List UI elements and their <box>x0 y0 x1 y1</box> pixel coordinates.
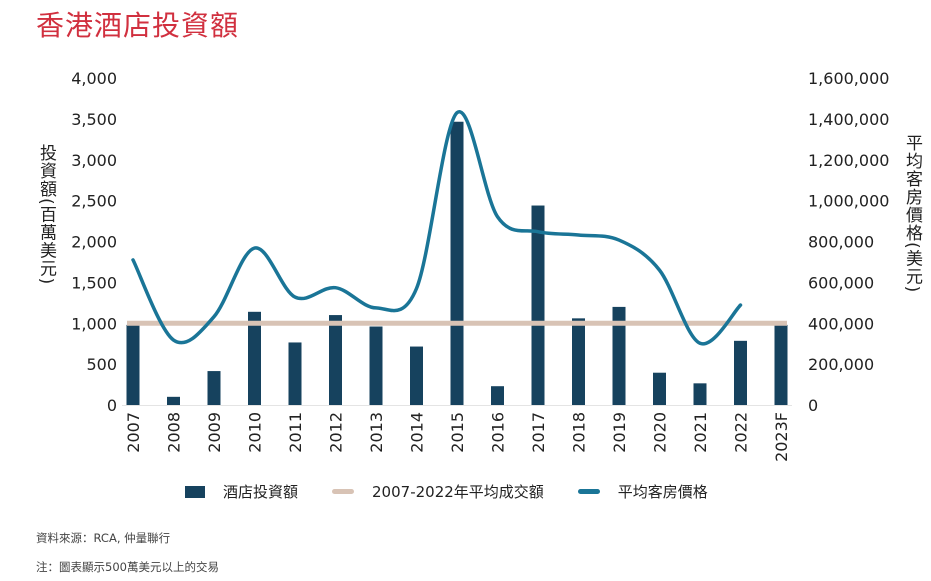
legend-swatch-average <box>332 489 355 494</box>
legend-label: 2007-2022年平均成交額 <box>372 483 544 501</box>
bar-2015 <box>450 121 464 405</box>
bar-2011 <box>288 342 302 405</box>
bar-2023F <box>774 324 788 405</box>
bar-2021 <box>693 383 707 405</box>
y-tick-label-left: 2,000 <box>71 233 117 252</box>
y-tick-label-right: 1,600,000 <box>808 69 889 88</box>
legend-label: 酒店投資額 <box>223 483 299 501</box>
y-tick-label-left: 0 <box>107 396 117 415</box>
bar-2012 <box>329 315 342 405</box>
y-axis-title-right: 平均客房價格(美元) <box>902 134 922 294</box>
y-tick-label-right: 400,000 <box>808 314 874 333</box>
legend: 酒店投資額 2007-2022年平均成交額 平均客房價格 <box>185 481 742 502</box>
x-tick-label: 2008 <box>165 412 184 453</box>
legend-item-room-price: 平均客房價格 <box>577 481 708 502</box>
legend-item-average: 2007-2022年平均成交額 <box>332 481 544 502</box>
x-tick-label: 2018 <box>570 412 589 453</box>
x-tick-label: 2012 <box>327 412 346 453</box>
y-tick-label-left: 500 <box>86 355 117 374</box>
room-price-line <box>131 110 743 346</box>
bar-2010 <box>248 311 261 405</box>
chart-title: 香港酒店投資額 <box>36 9 240 42</box>
legend-swatch-bar <box>185 485 205 498</box>
y-tick-label-left: 3,000 <box>71 151 117 170</box>
y-tick-label-right: 1,400,000 <box>808 110 889 129</box>
y-tick-label-left: 4,000 <box>71 69 117 88</box>
bar-2013 <box>369 326 383 405</box>
y-tick-label-left: 2,500 <box>71 192 117 211</box>
x-tick-label: 2020 <box>651 412 670 453</box>
bar-2020 <box>653 372 666 405</box>
x-tick-label: 2015 <box>448 412 467 453</box>
legend-label: 平均客房價格 <box>617 483 708 501</box>
legend-item-investment: 酒店投資額 <box>185 481 298 502</box>
y-tick-label-right: 200,000 <box>808 355 874 374</box>
x-tick-label: 2007 <box>124 412 143 453</box>
y-tick-label-left: 1,500 <box>71 273 117 292</box>
bar-2019 <box>612 306 626 405</box>
y-tick-label-right: 800,000 <box>808 233 874 252</box>
bar-2008 <box>167 396 180 405</box>
legend-swatch-line <box>577 489 600 494</box>
x-tick-label: 2009 <box>205 412 224 453</box>
x-tick-label: 2011 <box>286 412 305 453</box>
y-axis-title-left: 投資額(百萬美元) <box>36 144 56 286</box>
y-tick-label-left: 3,500 <box>71 110 117 129</box>
bar-2009 <box>207 371 221 405</box>
x-tick-label: 2023F <box>772 412 791 462</box>
y-tick-label-right: 600,000 <box>808 273 874 292</box>
bar-2014 <box>410 346 423 405</box>
x-tick-label: 2019 <box>610 412 629 453</box>
x-tick-label: 2016 <box>489 412 508 453</box>
x-tick-label: 2013 <box>367 412 386 453</box>
source-note: 資料來源：RCA, 仲量聯行 <box>36 531 171 545</box>
bar-2017 <box>531 205 545 405</box>
bar-2018 <box>572 318 585 405</box>
y-tick-label-right: 1,000,000 <box>808 192 889 211</box>
footnote: 注：圖表顯示500萬美元以上的交易 <box>36 560 219 574</box>
x-tick-label: 2021 <box>691 412 710 453</box>
x-tick-label: 2022 <box>732 412 751 453</box>
bar-2022 <box>734 340 747 405</box>
y-tick-label-left: 1,000 <box>71 314 117 333</box>
x-tick-label: 2017 <box>529 412 548 453</box>
y-tick-label-right: 0 <box>808 396 818 415</box>
y-tick-label-right: 1,200,000 <box>808 151 889 170</box>
bar-2016 <box>491 386 504 405</box>
bar-2007 <box>126 324 140 405</box>
x-tick-label: 2010 <box>246 412 265 453</box>
x-tick-label: 2014 <box>408 412 427 453</box>
